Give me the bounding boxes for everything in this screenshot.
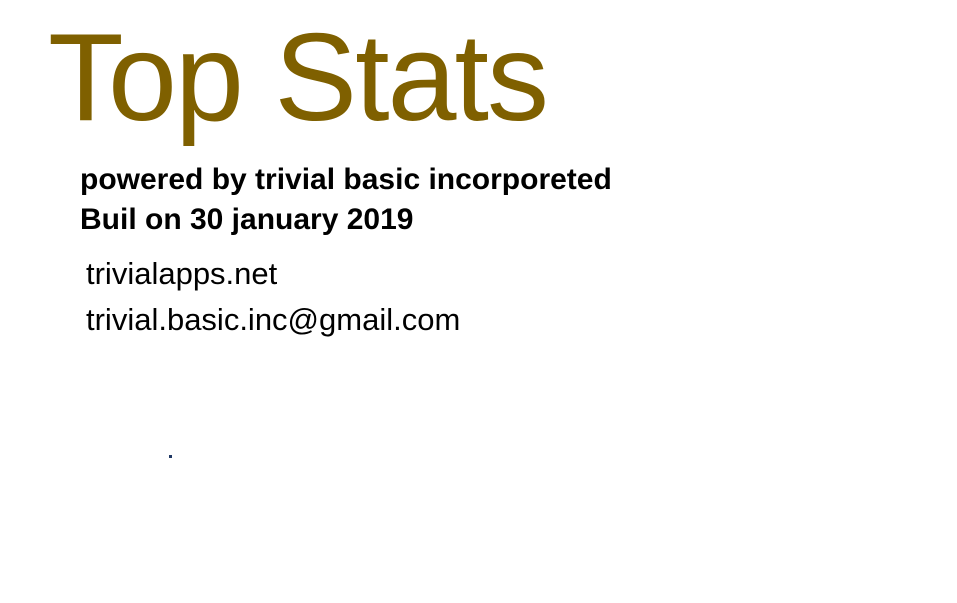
- app-title: Top Stats: [48, 9, 549, 147]
- email-text: trivial.basic.inc@gmail.com: [86, 302, 461, 337]
- stray-dot: [169, 455, 172, 458]
- website-text: trivialapps.net: [86, 256, 278, 291]
- build-info-text: Buil on 30 january 2019: [80, 203, 414, 236]
- powered-by-text: powered by trivial basic incorporeted: [80, 163, 612, 196]
